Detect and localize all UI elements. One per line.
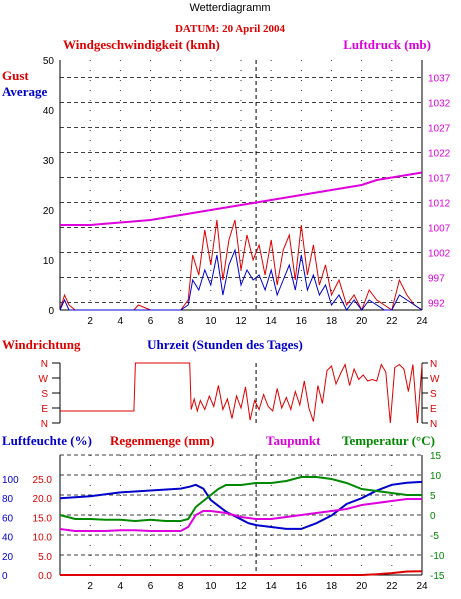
legend-average: Average — [2, 84, 47, 99]
direction-left-label: S — [41, 389, 48, 400]
humidity-x-tick-label: 20 — [356, 581, 368, 592]
rain-tick-label: 5.0 — [38, 552, 52, 563]
dewpoint-line — [59, 498, 422, 532]
humidity-x-tick-label: 12 — [235, 581, 247, 592]
humidity-tick-label: 40 — [2, 533, 14, 544]
humidity-x-tick-label: 18 — [326, 581, 338, 592]
wind-speed-tick-label: 10 — [43, 256, 55, 267]
rain-tick-label: 0.0 — [38, 571, 52, 582]
humidity-title: Luftfeuchte (%) — [2, 433, 92, 448]
wind-x-tick-label: 22 — [386, 316, 398, 327]
direction-chart-panel: N NE ES SW WN N — [39, 359, 440, 430]
wind-speed-tick-label: 0 — [48, 306, 54, 317]
humidity-tick-label: 60 — [2, 513, 14, 524]
gust-line — [59, 219, 423, 312]
humidity-x-tick-label: 14 — [266, 581, 278, 592]
temperature-tick-label: 0 — [430, 511, 436, 522]
temperature-tick-label: 10 — [430, 471, 442, 482]
direction-left-label: N — [41, 359, 48, 370]
dewpoint-title: Taupunkt — [266, 433, 321, 448]
humidity-tick-label: 20 — [2, 552, 14, 563]
direction-right-label: S — [430, 389, 437, 400]
humidity-line — [59, 480, 423, 530]
direction-right-label: E — [430, 404, 437, 415]
humidity-x-tick-label: 4 — [118, 581, 124, 592]
humidity-tick-label: 100 — [2, 475, 19, 486]
wind-speed-tick-label: 50 — [43, 56, 55, 67]
direction-left-label: W — [39, 374, 49, 385]
pressure-tick-label: 1007 — [428, 224, 451, 235]
temperature-tick-label: 5 — [430, 491, 436, 502]
wind-x-tick-label: 24 — [416, 316, 428, 327]
date-label: DATUM: 20 April 2004 — [175, 23, 286, 35]
wind-x-tick-label: 16 — [296, 316, 308, 327]
direction-right-label: W — [430, 374, 440, 385]
pressure-tick-label: 1012 — [428, 199, 451, 210]
wind-speed-title: Windgeschwindigkeit (kmh) — [63, 37, 220, 52]
wind-x-tick-label: 6 — [148, 316, 154, 327]
humidity-x-tick-label: 16 — [296, 581, 308, 592]
wind-direction-title: Windrichtung — [2, 337, 81, 352]
rain-tick-label: 25.0 — [33, 475, 53, 486]
wind-x-tick-label: 4 — [118, 316, 124, 327]
wind-x-tick-label: 20 — [356, 316, 368, 327]
wind-speed-tick-label: 30 — [43, 156, 55, 167]
humidity-x-tick-label: 2 — [87, 581, 93, 592]
wind-x-tick-label: 8 — [178, 316, 184, 327]
wind-x-tick-label: 18 — [326, 316, 338, 327]
direction-right-label: N — [430, 419, 437, 430]
rain-line — [60, 570, 423, 576]
rain-tick-label: 10.0 — [33, 533, 53, 544]
rain-title: Regenmenge (mm) — [110, 433, 214, 448]
average-line — [59, 248, 423, 311]
time-axis-title: Uhrzeit (Stunden des Tages) — [147, 337, 303, 352]
temperature-tick-label: -5 — [430, 531, 439, 542]
rain-tick-label: 20.0 — [33, 494, 53, 505]
humidity-x-tick-label: 24 — [416, 581, 428, 592]
temperature-title: Temperatur (°C) — [342, 433, 435, 448]
wind-speed-tick-label: 20 — [43, 206, 55, 217]
wind-x-tick-label: 2 — [87, 316, 93, 327]
pressure-tick-label: 997 — [428, 274, 445, 285]
humidity-chart-panel: -15 -10 -5 0 5 10 15 0 20 40 60 80 100 0.0 5.0 10.0 15.0… — [2, 451, 445, 592]
wind-x-tick-label: 14 — [266, 316, 278, 327]
pressure-title: Luftdruck (mb) — [343, 37, 431, 52]
temperature-tick-label: -15 — [430, 571, 445, 582]
pressure-tick-label: 1002 — [428, 249, 451, 260]
wind-chart-panel: 9929971002100710121017102210271032103701… — [43, 56, 451, 327]
pressure-tick-label: 1022 — [428, 149, 451, 160]
diagram-title: Wetterdiagramm — [189, 2, 270, 14]
pressure-tick-label: 1027 — [428, 124, 451, 135]
rain-tick-label: 15.0 — [33, 513, 53, 524]
humidity-x-tick-label: 22 — [386, 581, 398, 592]
wind-direction-line — [60, 362, 423, 424]
pressure-tick-label: 1032 — [428, 99, 451, 110]
pressure-tick-label: 992 — [428, 299, 445, 310]
wind-x-tick-label: 10 — [205, 316, 217, 327]
humidity-x-tick-label: 8 — [178, 581, 184, 592]
pressure-tick-label: 1037 — [428, 74, 451, 85]
humidity-tick-label: 0 — [2, 571, 8, 582]
direction-left-label: N — [41, 419, 48, 430]
humidity-x-tick-label: 6 — [148, 581, 154, 592]
wind-speed-tick-label: 40 — [43, 106, 55, 117]
temperature-tick-label: -10 — [430, 551, 445, 562]
wind-x-tick-label: 12 — [235, 316, 247, 327]
pressure-tick-label: 1017 — [428, 174, 451, 185]
humidity-tick-label: 80 — [2, 494, 14, 505]
pressure-line — [60, 171, 423, 226]
direction-left-label: E — [41, 404, 48, 415]
direction-right-label: N — [430, 359, 437, 370]
temperature-line — [59, 476, 422, 523]
temperature-tick-label: 15 — [430, 451, 442, 462]
humidity-x-tick-label: 10 — [205, 581, 217, 592]
legend-gust: Gust — [2, 68, 29, 83]
